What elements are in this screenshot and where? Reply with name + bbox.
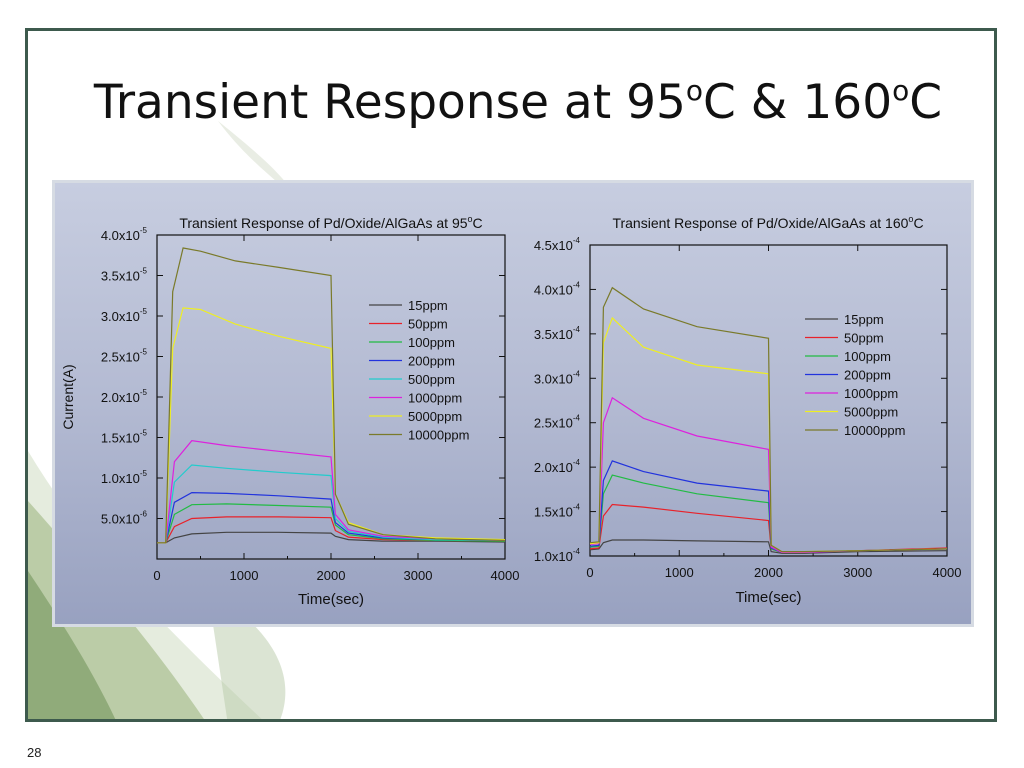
title-degree-2: o <box>892 74 910 107</box>
legend-label-10000ppm: 10000ppm <box>408 428 469 443</box>
y-tick-label: 2.0x10-5 <box>101 388 148 405</box>
legend-label-200ppm: 200ppm <box>844 368 891 383</box>
title-middle: C & 160 <box>703 75 893 130</box>
x-tick-label: 2000 <box>754 565 783 580</box>
legend-label-100ppm: 100ppm <box>408 335 455 350</box>
chart-title: Transient Response of Pd/Oxide/AlGaAs at… <box>612 214 923 231</box>
legend-label-5000ppm: 5000ppm <box>408 409 462 424</box>
y-tick-label: 2.5x10-5 <box>101 348 148 365</box>
chart-1: Transient Response of Pd/Oxide/AlGaAs at… <box>60 214 519 608</box>
legend-label-15ppm: 15ppm <box>844 312 884 327</box>
series-line-15ppm <box>589 539 948 554</box>
y-axis-label: Current(A) <box>60 364 76 429</box>
series-line-10000ppm <box>157 247 506 544</box>
x-tick-label: 0 <box>586 565 593 580</box>
legend-label-50ppm: 50ppm <box>408 317 448 332</box>
title-suffix: C <box>909 75 943 130</box>
y-tick-label: 5.0x10-6 <box>101 510 148 527</box>
legend-label-15ppm: 15ppm <box>408 298 448 313</box>
y-tick-label: 4.5x10-4 <box>534 236 581 253</box>
x-tick-label: 1000 <box>665 565 694 580</box>
x-axis-label: Time(sec) <box>298 591 364 608</box>
y-tick-label: 1.0x10-4 <box>534 547 581 564</box>
legend-label-1000ppm: 1000ppm <box>844 386 898 401</box>
chart-2: Transient Response of Pd/Oxide/AlGaAs at… <box>534 214 962 606</box>
y-tick-label: 2.5x10-4 <box>534 414 581 431</box>
chart-title: Transient Response of Pd/Oxide/AlGaAs at… <box>179 214 482 231</box>
x-tick-label: 2000 <box>317 568 346 583</box>
y-tick-label: 2.0x10-4 <box>534 458 581 475</box>
y-tick-label: 3.0x10-4 <box>534 369 581 386</box>
y-tick-label: 3.5x10-5 <box>101 267 148 284</box>
legend-label-200ppm: 200ppm <box>408 354 455 369</box>
series-line-500ppm <box>157 464 506 544</box>
y-tick-label: 1.0x10-5 <box>101 469 148 486</box>
series-line-50ppm <box>157 516 506 544</box>
figure-panel: Transient Response of Pd/Oxide/AlGaAs at… <box>52 180 974 627</box>
series-line-1000ppm <box>157 440 506 544</box>
x-tick-label: 4000 <box>491 568 520 583</box>
legend-label-1000ppm: 1000ppm <box>408 391 462 406</box>
y-tick-label: 1.5x10-5 <box>101 429 148 446</box>
series-line-10000ppm <box>589 286 948 553</box>
legend-label-10000ppm: 10000ppm <box>844 423 905 438</box>
charts-svg: Transient Response of Pd/Oxide/AlGaAs at… <box>60 214 962 608</box>
slide-title: Transient Response at 95oC & 160oC <box>88 61 948 133</box>
legend-label-5000ppm: 5000ppm <box>844 405 898 420</box>
x-tick-label: 4000 <box>933 565 962 580</box>
page-number: 28 <box>27 745 42 760</box>
y-tick-label: 1.5x10-4 <box>534 503 581 520</box>
title-degree-1: o <box>685 74 704 107</box>
legend-label-100ppm: 100ppm <box>844 349 891 364</box>
legend-label-50ppm: 50ppm <box>844 331 884 346</box>
title-prefix: Transient Response at 95 <box>93 75 686 130</box>
x-tick-label: 1000 <box>230 568 259 583</box>
x-axis-label: Time(sec) <box>735 589 801 606</box>
y-tick-label: 4.0x10-4 <box>534 280 581 297</box>
series-line-15ppm <box>157 531 506 544</box>
y-tick-label: 3.5x10-4 <box>534 325 581 342</box>
legend-label-500ppm: 500ppm <box>408 372 455 387</box>
series-line-100ppm <box>157 503 506 544</box>
y-tick-label: 4.0x10-5 <box>101 226 148 243</box>
y-tick-label: 3.0x10-5 <box>101 307 148 324</box>
x-tick-label: 3000 <box>843 565 872 580</box>
x-tick-label: 0 <box>153 568 160 583</box>
series-line-200ppm <box>157 491 506 544</box>
series-line-1000ppm <box>589 396 948 553</box>
series-line-100ppm <box>589 474 948 553</box>
x-tick-label: 3000 <box>404 568 433 583</box>
